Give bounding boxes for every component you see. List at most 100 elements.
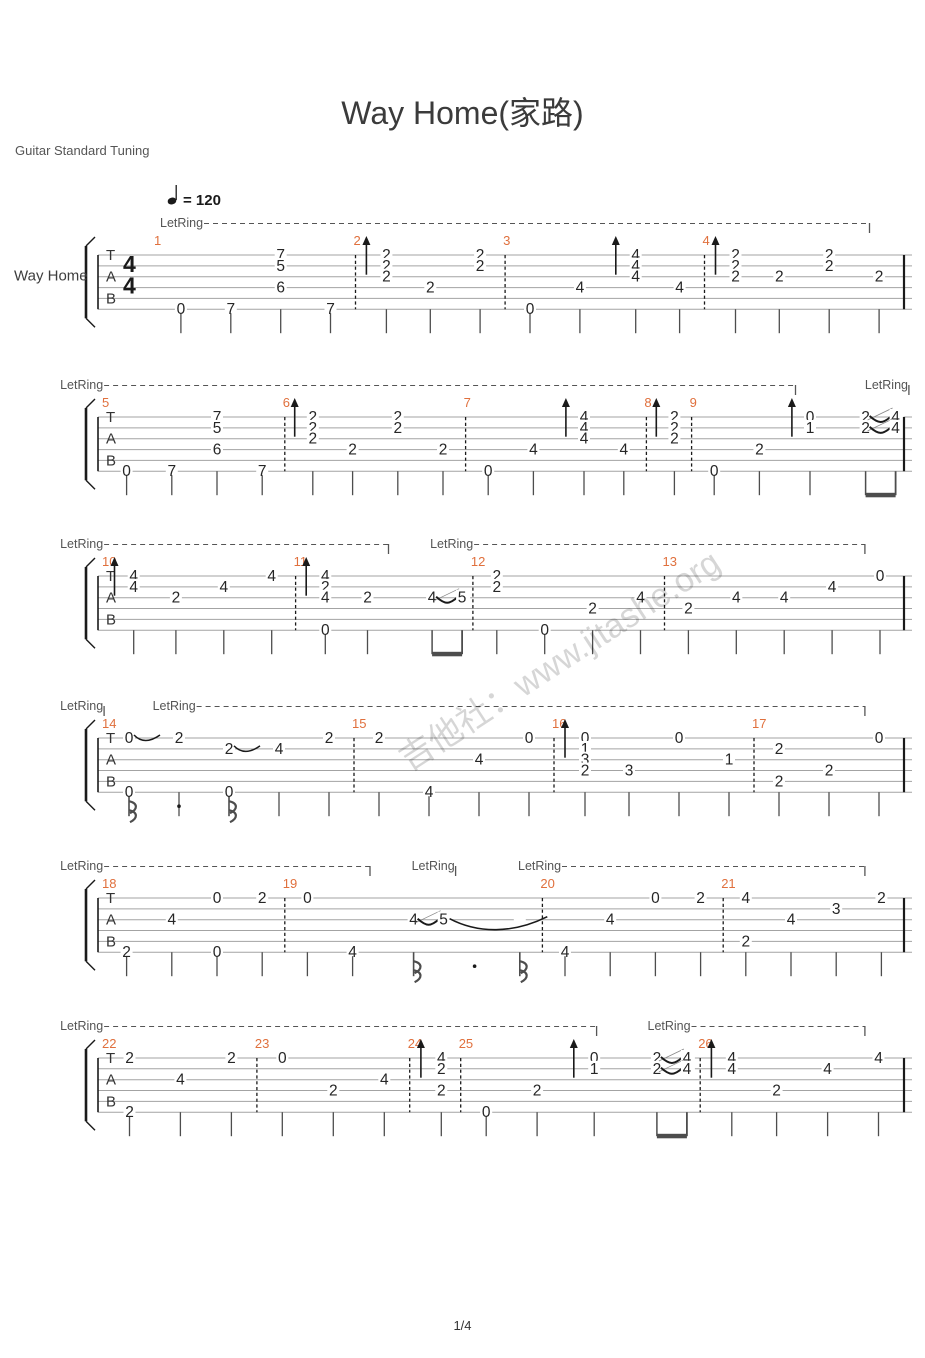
svg-text:2: 2: [375, 730, 384, 747]
svg-text:0: 0: [213, 944, 222, 961]
svg-text:2: 2: [348, 441, 357, 458]
svg-text:LetRing: LetRing: [430, 537, 473, 551]
svg-text:LetRing: LetRing: [160, 216, 203, 230]
svg-text:4: 4: [425, 784, 434, 801]
svg-text:0: 0: [177, 301, 186, 318]
svg-text:2: 2: [877, 890, 886, 907]
svg-text:0: 0: [484, 463, 493, 480]
svg-text:4: 4: [683, 1060, 692, 1077]
svg-text:2: 2: [476, 258, 485, 275]
svg-text:4: 4: [891, 419, 900, 436]
svg-text:LetRing: LetRing: [60, 1019, 103, 1033]
svg-text:4: 4: [219, 579, 228, 596]
svg-text:B: B: [106, 452, 116, 469]
svg-text:0: 0: [525, 730, 534, 747]
svg-text:7: 7: [226, 301, 235, 318]
svg-text:6: 6: [276, 279, 285, 296]
svg-text:2: 2: [122, 944, 131, 961]
svg-text:2: 2: [741, 933, 750, 950]
svg-text:4: 4: [129, 579, 138, 596]
svg-text:= 120: = 120: [183, 192, 221, 209]
svg-text:4: 4: [741, 890, 750, 907]
svg-text:4: 4: [348, 944, 357, 961]
svg-text:2: 2: [875, 268, 884, 285]
svg-text:22: 22: [102, 1036, 116, 1051]
svg-text:5: 5: [439, 911, 448, 928]
svg-text:19: 19: [283, 876, 297, 891]
svg-text:6: 6: [283, 395, 290, 410]
svg-text:LetRing: LetRing: [865, 378, 908, 392]
svg-text:1: 1: [154, 233, 161, 248]
svg-text:4: 4: [631, 268, 640, 285]
svg-text:2: 2: [775, 773, 784, 790]
svg-text:B: B: [106, 1093, 116, 1110]
svg-text:2: 2: [825, 762, 834, 779]
svg-text:20: 20: [540, 876, 554, 891]
svg-text:LetRing: LetRing: [518, 859, 561, 873]
svg-text:15: 15: [352, 716, 366, 731]
svg-text:8: 8: [644, 395, 651, 410]
svg-text:4: 4: [787, 911, 796, 928]
svg-text:Way Home: Way Home: [14, 267, 88, 284]
svg-text:4: 4: [619, 441, 628, 458]
svg-text:2: 2: [533, 1082, 542, 1099]
svg-text:25: 25: [459, 1036, 473, 1051]
svg-text:LetRing: LetRing: [60, 537, 103, 551]
svg-text:4: 4: [561, 944, 570, 961]
svg-text:2: 2: [775, 740, 784, 757]
svg-text:2: 2: [653, 1060, 662, 1077]
svg-text:4: 4: [428, 590, 437, 607]
svg-text:0: 0: [321, 622, 330, 639]
svg-text:B: B: [106, 933, 116, 950]
svg-text:LetRing: LetRing: [60, 859, 103, 873]
svg-text:LetRing: LetRing: [60, 699, 103, 713]
svg-text:2: 2: [175, 730, 184, 747]
svg-text:2: 2: [227, 1050, 236, 1067]
svg-text:4: 4: [529, 441, 538, 458]
svg-text:2: 2: [772, 1082, 781, 1099]
svg-text:12: 12: [471, 554, 485, 569]
svg-text:2: 2: [363, 590, 372, 607]
svg-text:4: 4: [576, 279, 585, 296]
svg-text:4: 4: [874, 1050, 883, 1067]
svg-text:3: 3: [503, 233, 510, 248]
svg-text:2: 2: [125, 1104, 134, 1121]
svg-text:0: 0: [675, 730, 684, 747]
svg-text:4: 4: [675, 279, 684, 296]
svg-text:2: 2: [329, 1082, 338, 1099]
svg-text:T: T: [106, 890, 115, 907]
svg-text:A: A: [106, 430, 116, 447]
svg-text:4: 4: [780, 590, 789, 607]
svg-text:0: 0: [213, 890, 222, 907]
svg-text:2: 2: [125, 1050, 134, 1067]
svg-text:B: B: [106, 773, 116, 790]
svg-text:1: 1: [806, 419, 815, 436]
svg-text:17: 17: [752, 716, 766, 731]
svg-text:4: 4: [321, 590, 330, 607]
svg-text:2: 2: [861, 419, 870, 436]
svg-text:7: 7: [464, 395, 471, 410]
svg-text:2: 2: [439, 441, 448, 458]
svg-text:1: 1: [590, 1060, 599, 1077]
svg-text:5: 5: [458, 590, 467, 607]
svg-text:4: 4: [703, 233, 710, 248]
svg-text:4: 4: [823, 1060, 832, 1077]
svg-text:4: 4: [727, 1060, 736, 1077]
svg-text:0: 0: [651, 890, 660, 907]
svg-text:LetRing: LetRing: [153, 699, 196, 713]
svg-text:LetRing: LetRing: [412, 859, 455, 873]
svg-text:4: 4: [275, 740, 284, 757]
svg-text:0: 0: [526, 301, 535, 318]
svg-text:T: T: [106, 409, 115, 426]
svg-text:B: B: [106, 612, 116, 629]
svg-text:0: 0: [710, 463, 719, 480]
svg-text:2: 2: [581, 762, 590, 779]
svg-text:2: 2: [437, 1082, 446, 1099]
svg-text:0: 0: [122, 463, 131, 480]
svg-text:2: 2: [696, 890, 705, 907]
svg-text:0: 0: [303, 890, 312, 907]
svg-text:4: 4: [176, 1071, 185, 1088]
svg-text:A: A: [106, 268, 116, 285]
svg-text:2: 2: [172, 590, 181, 607]
svg-text:21: 21: [721, 876, 735, 891]
